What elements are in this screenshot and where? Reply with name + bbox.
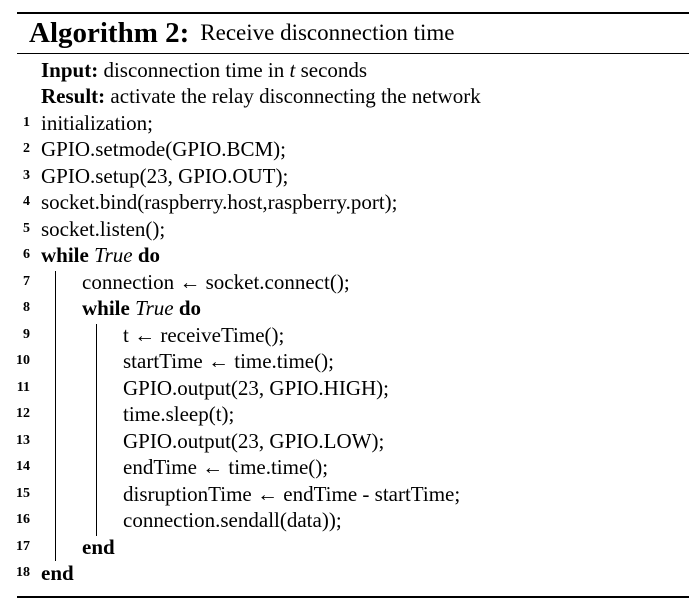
line-number: 11 [16,380,30,395]
line-text: connection ← socket.connect(); [82,270,350,294]
algorithm-title: Algorithm 2: Receive disconnection time [29,14,454,52]
line-number: 9 [23,327,30,342]
line-text: GPIO.setmode(GPIO.BCM); [41,137,286,161]
title-rule [17,53,689,54]
line-text: while True do [82,295,201,321]
line-number: 18 [16,565,30,580]
bottom-rule [17,596,689,598]
loop-condition: True [135,296,174,320]
line-number: 10 [16,353,30,368]
keyword-do: do [137,243,161,267]
line-number: 1 [23,115,30,130]
line-number: 15 [16,486,30,501]
result-text: activate the relay disconnecting the net… [110,84,481,108]
keyword-end: end [82,535,115,559]
algorithm-name: Receive disconnection time [200,20,455,45]
line-text: connection.sendall(data)); [123,508,342,532]
line-text: socket.bind(raspberry.host,raspberry.por… [41,190,398,214]
result-key: Result: [41,84,106,108]
input-text-pre: disconnection time in [103,58,290,82]
line-number: 16 [16,512,30,527]
line-number: 12 [16,406,30,421]
loop-condition: True [94,243,133,267]
line-number: 8 [23,300,30,315]
line-number: 17 [16,539,30,554]
line-number: 13 [16,433,30,448]
line-text: GPIO.output(23, GPIO.HIGH); [123,376,389,400]
outer-while-block-bar [55,271,56,561]
line-number: 3 [23,168,30,183]
line-text: GPIO.setup(23, GPIO.OUT); [41,164,289,188]
line-number: 5 [23,221,30,236]
result-line: Result: activate the relay disconnecting… [41,83,481,109]
algorithm-label: Algorithm 2: [29,16,190,49]
line-text: endTime ← time.time(); [123,455,329,479]
keyword-do: do [178,296,202,320]
line-text: initialization; [41,111,153,135]
line-number: 4 [23,194,30,209]
line-number: 7 [23,274,30,289]
keyword-while: while [82,296,130,320]
input-text-post: seconds [295,58,368,82]
top-rule [17,12,689,14]
line-text: socket.listen(); [41,217,166,241]
line-text: GPIO.output(23, GPIO.LOW); [123,429,385,453]
line-text: t ← receiveTime(); [123,323,285,347]
line-number: 14 [16,459,30,474]
line-text: disruptionTime ← endTime - startTime; [123,482,461,506]
input-key: Input: [41,58,99,82]
line-number: 2 [23,141,30,156]
inner-while-block-bar [96,324,97,536]
line-text: time.sleep(t); [123,402,235,426]
input-variable: t [289,58,296,82]
keyword-while: while [41,243,89,267]
line-text: startTime ← time.time(); [123,349,334,373]
line-text: while True do [41,242,160,268]
keyword-end: end [41,561,74,585]
input-line: Input: disconnection time in t seconds [41,57,367,83]
line-number: 6 [23,247,30,262]
